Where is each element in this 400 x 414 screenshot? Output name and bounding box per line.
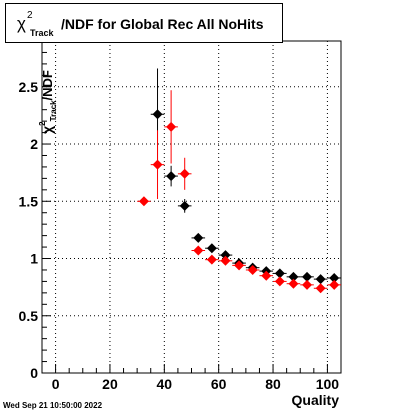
data-point: [274, 276, 285, 287]
title-subscript: Track: [30, 28, 54, 38]
x-axis-label: Quality: [291, 392, 339, 408]
data-point: [179, 168, 190, 179]
data-point: [261, 270, 272, 281]
y-axis-label: χ2Track/NDF: [1, 48, 58, 138]
data-point: [220, 250, 231, 261]
ylabel-symbol: χ: [38, 125, 55, 134]
data-point: [329, 272, 340, 283]
timestamp: Wed Sep 21 10:50:00 2022: [3, 401, 103, 410]
x-tick-label: 80: [265, 376, 281, 392]
data-point: [166, 171, 177, 182]
data-point: [220, 255, 231, 266]
y-tick-label: 2.5: [19, 79, 39, 95]
chart-title: /NDF for Global Rec All NoHits: [61, 16, 264, 32]
data-marks: [137, 68, 341, 294]
y-tick-label: 1: [30, 251, 38, 267]
plot-frame: [41, 40, 342, 374]
data-point: [152, 159, 163, 170]
y-tick-label: 0.5: [19, 308, 39, 324]
data-point: [247, 264, 258, 275]
title-symbol: χ: [17, 14, 26, 33]
data-point: [179, 200, 190, 211]
x-tick-label: 20: [102, 376, 118, 392]
data-point: [193, 232, 204, 243]
ylabel-subscript: Track: [48, 100, 58, 122]
axis-ticks: 0 20 40 60 80 100 0 0.5 1 1.5 2 2.5: [19, 40, 342, 392]
data-point: [206, 243, 217, 254]
title-superscript: 2: [27, 10, 33, 21]
data-point: [274, 268, 285, 279]
x-tick-label: 60: [211, 376, 227, 392]
data-point: [302, 271, 313, 282]
chart-title-box: χ 2 Track /NDF for Global Rec All NoHits: [5, 3, 283, 43]
data-point: [315, 283, 326, 294]
data-point: [288, 271, 299, 282]
data-point: [152, 109, 163, 120]
data-point: [288, 278, 299, 289]
x-tick-label: 0: [52, 376, 60, 392]
data-point: [302, 279, 313, 290]
ylabel-text: /NDF: [39, 70, 55, 101]
ylabel-superscript: 2: [37, 121, 47, 126]
data-point: [315, 274, 326, 285]
grid: [42, 41, 341, 374]
data-point: [234, 260, 245, 271]
data-point: [166, 121, 177, 132]
y-tick-label: 0: [30, 365, 38, 381]
data-point: [329, 279, 340, 290]
y-tick-label: 1.5: [19, 193, 39, 209]
x-tick-label: 40: [157, 376, 173, 392]
data-point: [138, 196, 149, 207]
y-tick-label: 2: [30, 136, 38, 152]
data-point: [206, 254, 217, 265]
x-tick-label: 100: [316, 376, 340, 392]
data-point: [193, 245, 204, 256]
